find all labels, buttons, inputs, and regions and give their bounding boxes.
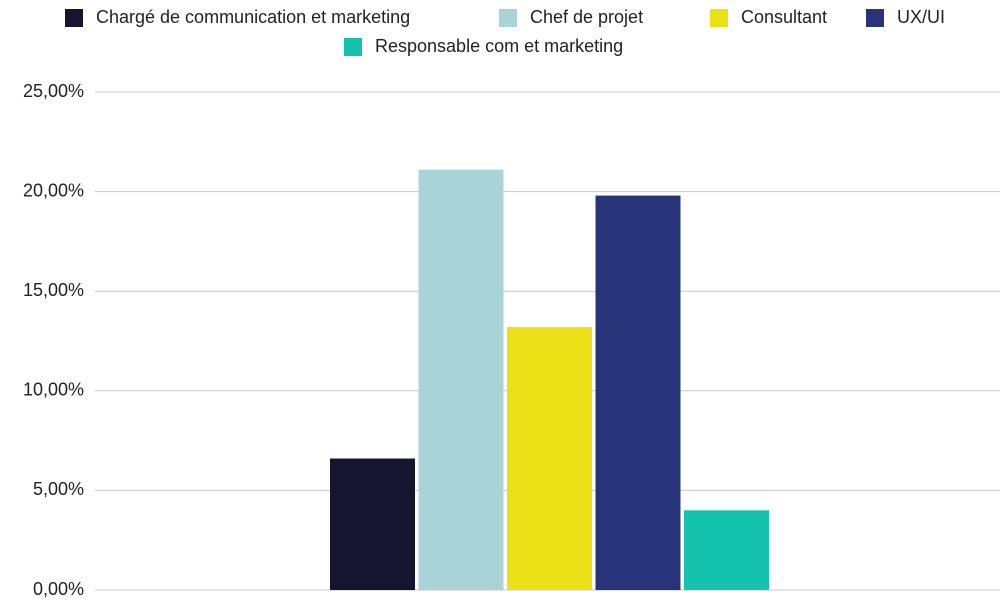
legend-label: Chef de projet <box>530 7 643 27</box>
y-tick-label: 15,00% <box>23 280 84 300</box>
legend-label: UX/UI <box>897 7 945 27</box>
bar <box>418 169 504 591</box>
legend-label: Consultant <box>741 7 827 27</box>
legend-swatch <box>866 9 884 27</box>
legend-label: Chargé de communication et marketing <box>96 7 410 27</box>
legend-swatch <box>344 38 362 56</box>
y-tick-label: 20,00% <box>23 180 84 200</box>
y-tick-label: 10,00% <box>23 380 84 400</box>
legend-swatch <box>65 9 83 27</box>
bar <box>507 327 592 590</box>
legend-label: Responsable com et marketing <box>375 36 623 56</box>
bar <box>330 458 415 590</box>
legend-swatch <box>710 9 728 27</box>
y-tick-label: 25,00% <box>23 81 84 101</box>
bar <box>595 195 681 591</box>
y-tick-label: 5,00% <box>33 479 84 499</box>
y-tick-label: 0,00% <box>33 579 84 599</box>
legend-swatch <box>499 9 517 27</box>
bar <box>684 510 769 590</box>
